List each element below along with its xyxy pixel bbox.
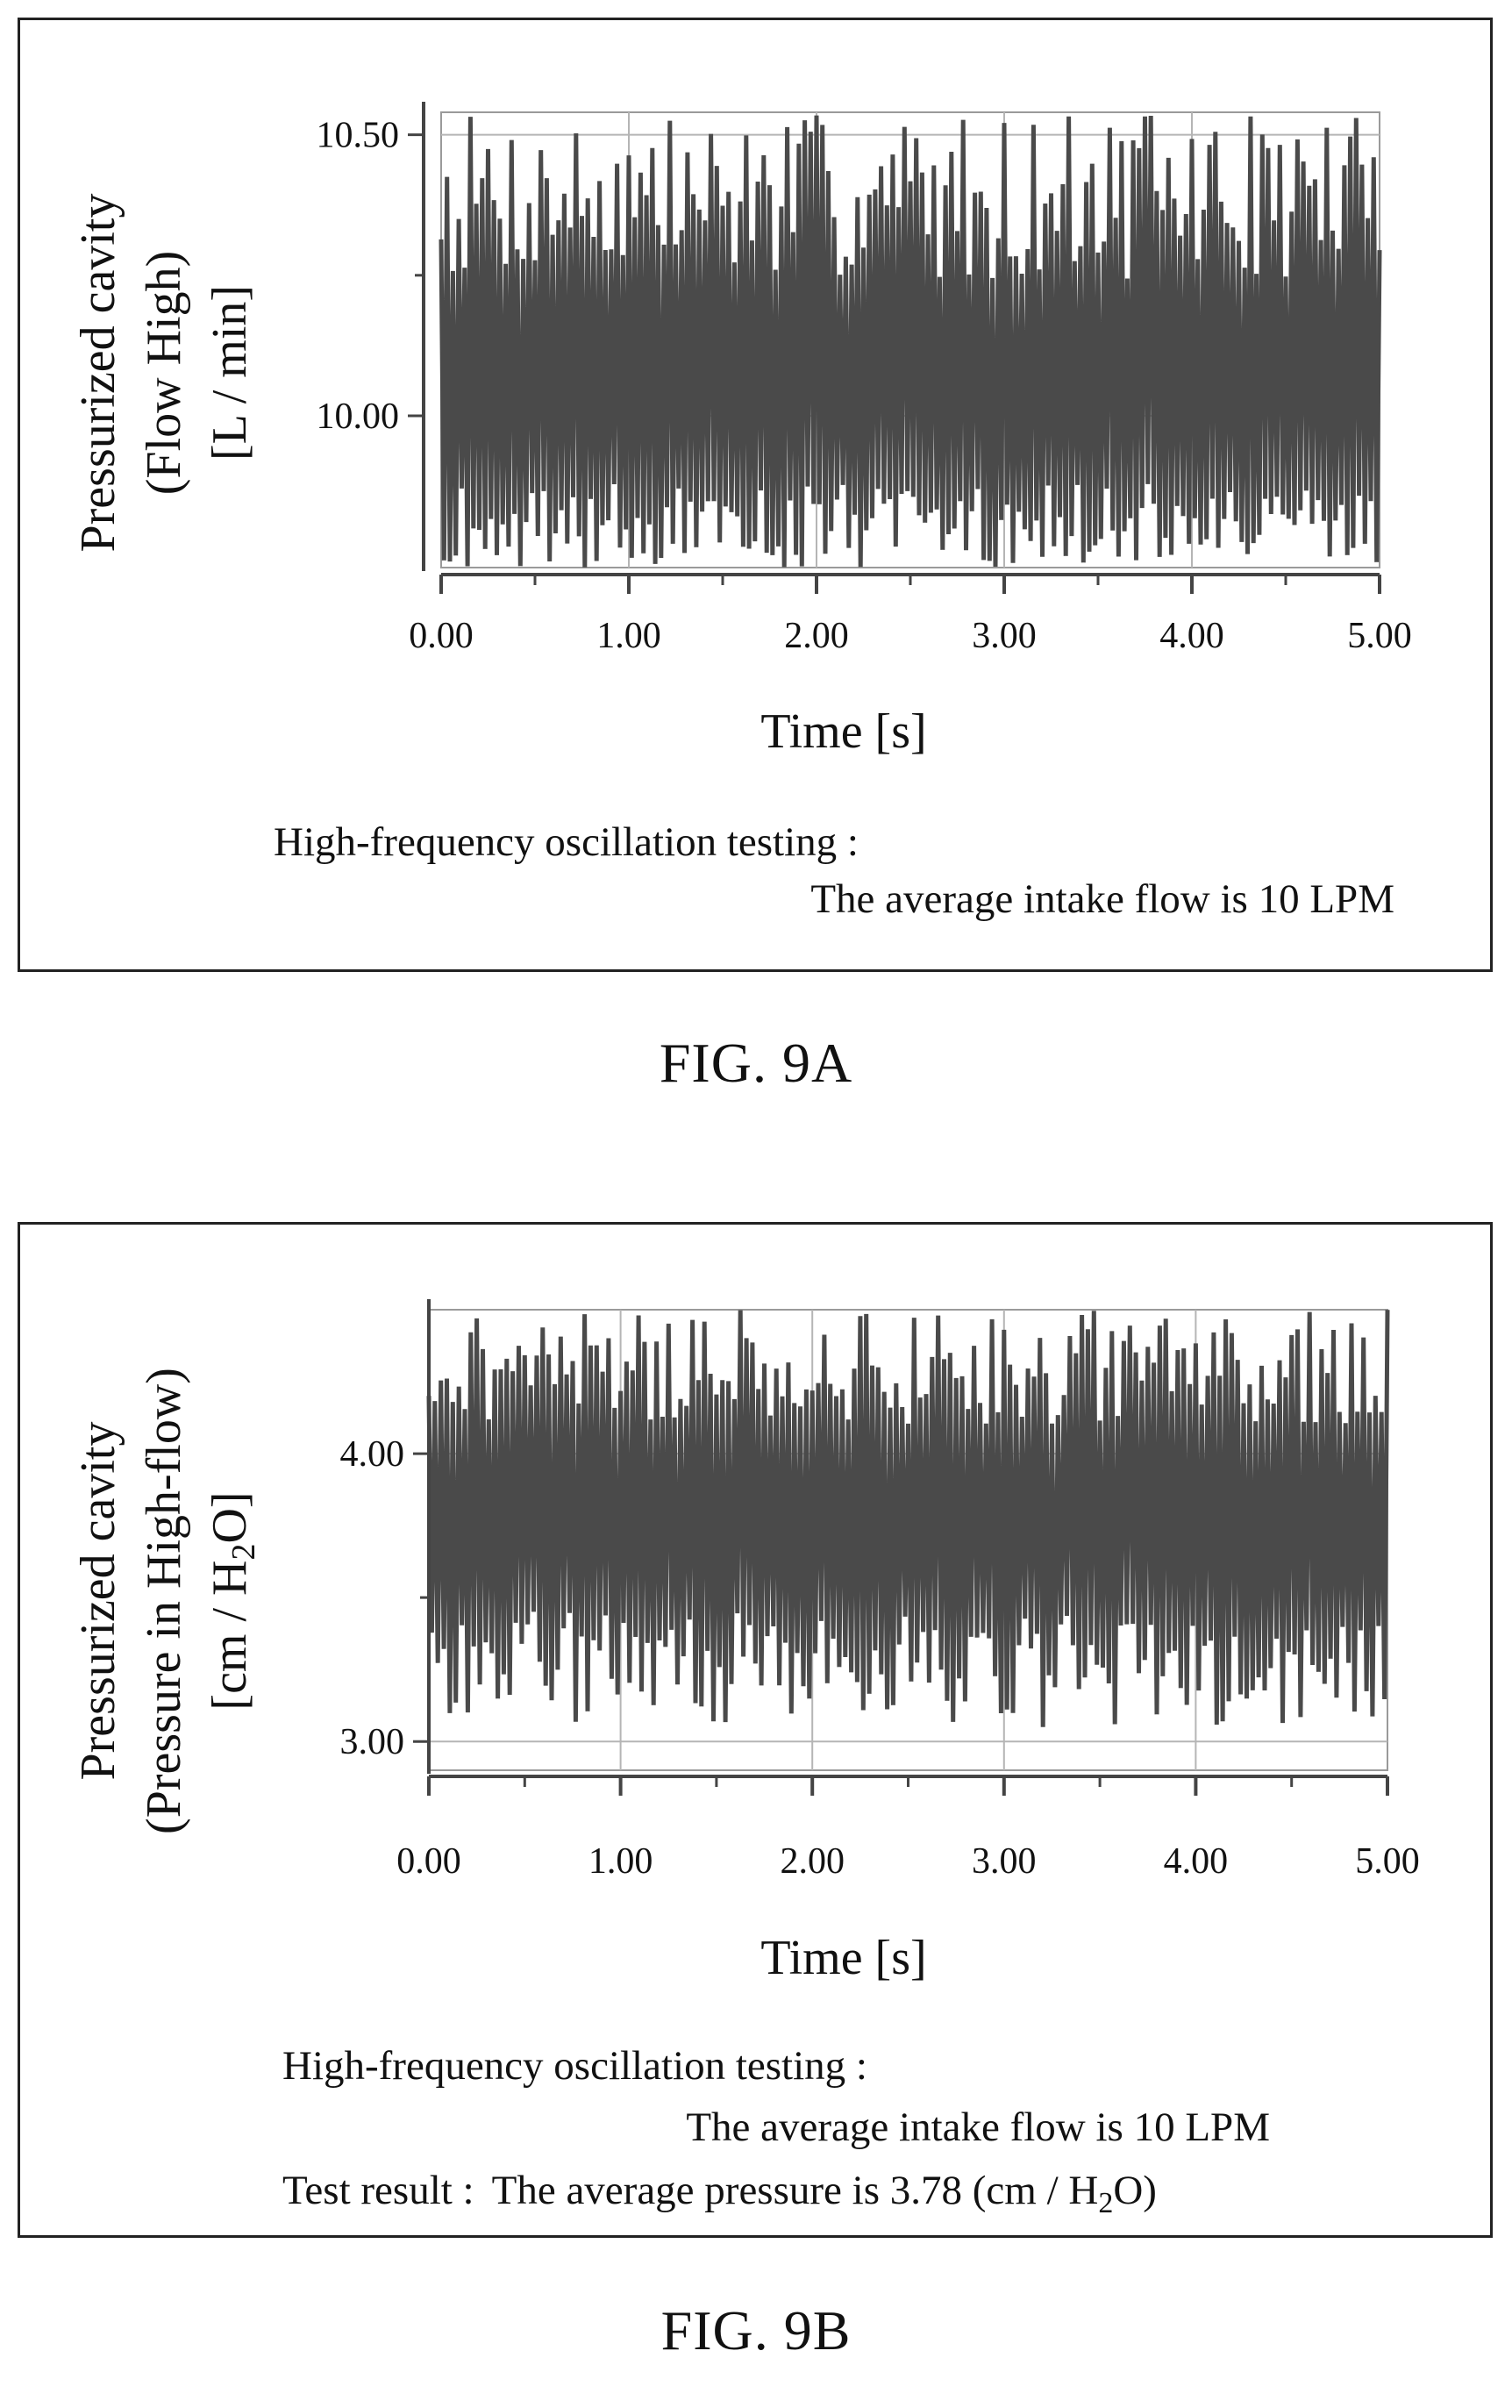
chart-9a-ylabel-line-2: (Flow High) <box>137 251 191 495</box>
chart-9b-xtick-label: 0.00 <box>396 1841 461 1882</box>
chart-9a-xtick-label: 1.00 <box>596 616 661 656</box>
chart-9a-xtick-label: 5.00 <box>1347 616 1412 656</box>
chart-9b-result-sub: 2 <box>1098 2187 1113 2219</box>
chart-9a-series-line <box>439 115 1382 568</box>
chart-9b-ylabel-unit-suffix: O] <box>203 1491 257 1543</box>
chart-9b-ytick-label: 3.00 <box>340 1722 405 1762</box>
figure-9b-panel <box>18 1222 1493 2238</box>
chart-9a-xtick-label: 3.00 <box>972 616 1037 656</box>
chart-9a-note-1: High-frequency oscillation testing : <box>274 819 859 865</box>
chart-9a-note-2: The average intake flow is 10 LPM <box>810 876 1394 922</box>
chart-9b-series-line <box>426 1310 1390 1727</box>
chart-9b-xtick-label: 1.00 <box>588 1841 653 1882</box>
chart-9b-ylabel-line-2: (Pressure in High-flow) <box>137 1368 191 1834</box>
figure-9b-caption: FIG. 9B <box>660 2299 852 2362</box>
chart-9a-plot-area: 10.50 10.00 0.00 1.00 2.00 3.00 4.00 5.00 <box>317 102 1412 656</box>
chart-9a-xlabel: Time [s] <box>760 704 926 759</box>
chart-9b-xtick-label: 5.00 <box>1355 1841 1420 1882</box>
chart-9b-result: Test result : The average pressure is 3.7… <box>282 2168 1157 2219</box>
chart-9a-xtick-label: 2.00 <box>784 616 849 656</box>
chart-9b-ylabel-unit-prefix: [cm / H <box>203 1561 257 1711</box>
chart-9b-xlabel: Time [s] <box>760 1931 926 1985</box>
chart-9b-result-suffix: O) <box>1113 2168 1157 2213</box>
figure-9a-chart: 10.50 10.00 0.00 1.00 2.00 3.00 4.00 5.00 Time … <box>71 102 1412 922</box>
chart-9b-ytick-label: 4.00 <box>340 1434 405 1475</box>
chart-9a-xtick-label: 4.00 <box>1159 616 1224 656</box>
chart-9a-ylabel-line-1: Pressurized cavity <box>71 194 125 553</box>
chart-9b-ylabel-unit-sub: 2 <box>225 1544 262 1561</box>
chart-9b-note-1: High-frequency oscillation testing : <box>282 2043 867 2089</box>
chart-9a-ytick-label: 10.50 <box>317 116 400 156</box>
chart-9b-result-label: Test result : <box>282 2168 474 2213</box>
figure-9a-caption: FIG. 9A <box>659 1032 853 1094</box>
chart-9b-xtick-label: 4.00 <box>1164 1841 1229 1882</box>
chart-9b-ylabel-line-1: Pressurized cavity <box>71 1422 125 1781</box>
chart-9b-ylabel-line-3: [cm / H2O] <box>203 1491 262 1710</box>
chart-9b-plot-area: 4.00 3.00 0.00 1.00 2.00 3.00 4.00 5.00 <box>340 1299 1420 1882</box>
chart-9a-ytick-label: 10.00 <box>317 397 400 437</box>
chart-9a-ylabel-line-3: [L / min] <box>203 285 257 461</box>
chart-9b-note-2: The average intake flow is 10 LPM <box>686 2104 1270 2150</box>
chart-9b-xtick-label: 3.00 <box>972 1841 1037 1882</box>
chart-9a-xtick-label: 0.00 <box>409 616 474 656</box>
chart-9b-result-prefix: The average pressure is 3.78 (cm / H <box>492 2168 1099 2213</box>
chart-9b-xtick-label: 2.00 <box>780 1841 845 1882</box>
